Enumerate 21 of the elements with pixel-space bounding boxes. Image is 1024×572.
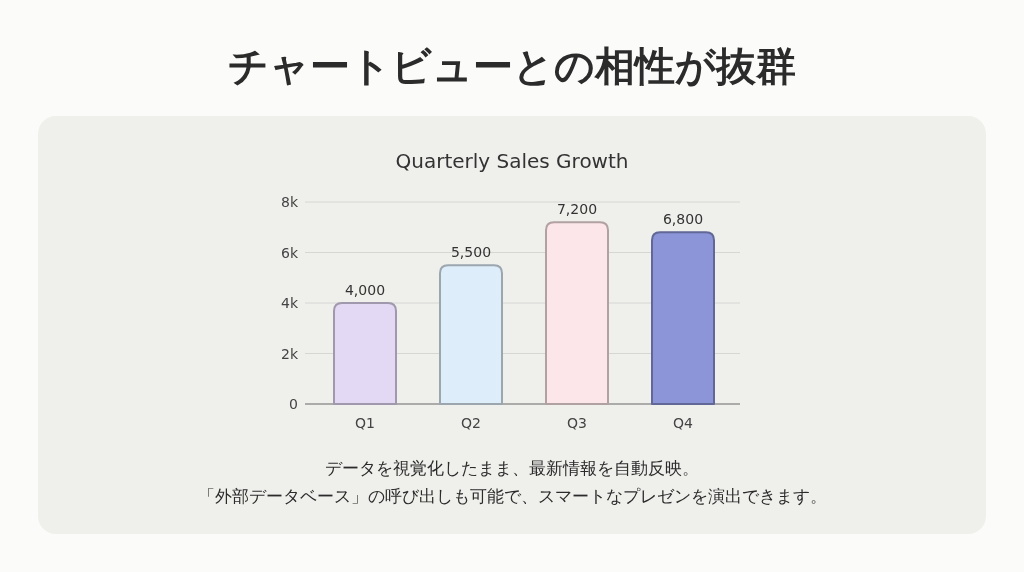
bar [333, 302, 397, 405]
x-tick-label: Q4 [673, 415, 694, 431]
x-tick-label: Q2 [461, 415, 481, 431]
y-tick-label: 0 [289, 396, 298, 412]
data-label: 6,800 [662, 211, 704, 228]
x-tick-label: Q1 [355, 415, 375, 431]
text: 「外部データベース」の呼び出しも可能で、スマートなプレゼンを演出できます。 [197, 487, 827, 506]
y-tick-label: 8k [280, 194, 299, 210]
bar [545, 221, 609, 405]
data-label: 4,000 [344, 282, 386, 298]
data-label: 7,200 [556, 201, 598, 218]
y-tick-label: 2k [280, 345, 299, 362]
chart-subtitle: Quarterly Sales Growth [395, 149, 629, 173]
chart-title: チャートビューとの相性が抜群 [228, 44, 796, 88]
text: データを視覚化したまま、最新情報を自動反映。 [325, 459, 699, 478]
bar [439, 264, 503, 405]
data-label: 5,500 [450, 244, 492, 261]
x-tick-label: Q3 [567, 415, 587, 431]
y-tick-label: 4k [280, 295, 299, 311]
bar [651, 231, 715, 405]
y-tick-label: 6k [280, 244, 299, 261]
